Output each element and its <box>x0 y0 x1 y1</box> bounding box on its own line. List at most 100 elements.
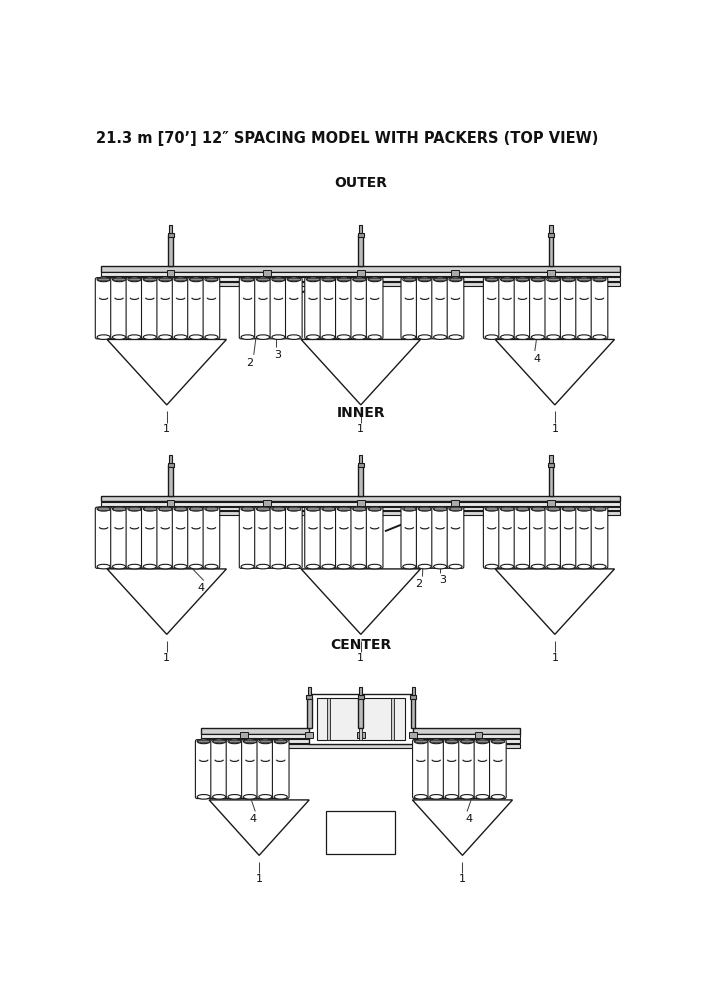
Ellipse shape <box>501 507 514 511</box>
Bar <box>338 278 350 280</box>
Ellipse shape <box>418 507 432 511</box>
Ellipse shape <box>322 507 335 511</box>
FancyBboxPatch shape <box>444 740 460 799</box>
Bar <box>548 276 553 281</box>
Bar <box>593 507 605 510</box>
Bar <box>190 507 202 510</box>
Text: 1: 1 <box>358 424 364 434</box>
Polygon shape <box>301 339 420 405</box>
Bar <box>477 740 489 742</box>
Ellipse shape <box>189 564 203 569</box>
Ellipse shape <box>460 739 474 744</box>
Ellipse shape <box>491 739 504 744</box>
Polygon shape <box>107 569 227 634</box>
Ellipse shape <box>485 564 498 569</box>
Ellipse shape <box>322 277 335 282</box>
Bar <box>548 463 554 466</box>
FancyBboxPatch shape <box>401 507 417 568</box>
Ellipse shape <box>418 277 432 282</box>
Ellipse shape <box>174 335 187 339</box>
Ellipse shape <box>562 335 575 339</box>
Ellipse shape <box>368 507 381 511</box>
Ellipse shape <box>353 277 366 282</box>
Ellipse shape <box>353 564 366 569</box>
FancyBboxPatch shape <box>432 507 448 568</box>
Bar <box>391 698 394 740</box>
Bar <box>159 278 171 280</box>
Bar <box>101 496 620 501</box>
Ellipse shape <box>485 277 498 282</box>
Bar <box>419 507 430 510</box>
Bar <box>486 507 498 510</box>
Ellipse shape <box>174 277 187 282</box>
Bar <box>357 732 365 738</box>
FancyBboxPatch shape <box>366 507 383 568</box>
Text: 4: 4 <box>249 814 256 824</box>
Ellipse shape <box>287 564 301 569</box>
FancyBboxPatch shape <box>489 740 506 799</box>
Ellipse shape <box>272 277 285 282</box>
Bar <box>229 740 240 742</box>
Bar <box>548 235 553 266</box>
FancyBboxPatch shape <box>514 507 531 568</box>
Bar <box>101 272 620 276</box>
Bar <box>369 278 380 280</box>
Text: 1: 1 <box>551 424 558 434</box>
FancyBboxPatch shape <box>447 507 464 568</box>
Ellipse shape <box>501 564 514 569</box>
Ellipse shape <box>256 277 270 282</box>
Bar <box>306 695 313 699</box>
Bar <box>101 511 620 515</box>
Bar <box>168 506 173 510</box>
Bar <box>168 465 173 496</box>
Bar <box>549 225 553 233</box>
FancyBboxPatch shape <box>560 507 577 568</box>
Bar <box>430 740 442 742</box>
Polygon shape <box>495 569 615 634</box>
FancyBboxPatch shape <box>188 507 204 568</box>
Bar <box>201 739 520 743</box>
Bar <box>144 278 156 280</box>
Bar <box>446 740 458 742</box>
Bar <box>101 266 620 272</box>
FancyBboxPatch shape <box>560 278 577 339</box>
Text: 1: 1 <box>459 874 466 884</box>
FancyBboxPatch shape <box>239 507 256 568</box>
FancyBboxPatch shape <box>255 507 271 568</box>
FancyBboxPatch shape <box>126 278 143 339</box>
Ellipse shape <box>205 507 218 511</box>
Ellipse shape <box>485 335 498 339</box>
Ellipse shape <box>128 335 141 339</box>
Ellipse shape <box>476 739 489 744</box>
Bar <box>113 507 125 510</box>
FancyBboxPatch shape <box>286 507 302 568</box>
Bar <box>168 233 174 237</box>
FancyBboxPatch shape <box>499 278 515 339</box>
Text: 3: 3 <box>439 575 446 585</box>
Bar <box>213 740 225 742</box>
Ellipse shape <box>516 335 529 339</box>
Ellipse shape <box>547 507 560 511</box>
Bar <box>358 463 364 466</box>
Ellipse shape <box>306 277 320 282</box>
Ellipse shape <box>429 739 443 744</box>
Bar <box>357 270 365 276</box>
Bar <box>403 278 415 280</box>
Bar <box>307 698 311 728</box>
Ellipse shape <box>244 795 256 799</box>
Ellipse shape <box>322 335 335 339</box>
Ellipse shape <box>213 795 226 799</box>
FancyBboxPatch shape <box>366 278 383 339</box>
Ellipse shape <box>449 335 462 339</box>
Bar <box>242 278 253 280</box>
Ellipse shape <box>562 507 575 511</box>
Ellipse shape <box>272 564 285 569</box>
Bar <box>419 278 430 280</box>
Text: 1: 1 <box>551 653 558 663</box>
FancyBboxPatch shape <box>305 507 321 568</box>
Bar <box>547 270 555 276</box>
Ellipse shape <box>189 507 203 511</box>
Ellipse shape <box>113 335 125 339</box>
FancyBboxPatch shape <box>432 278 448 339</box>
Bar <box>434 507 446 510</box>
